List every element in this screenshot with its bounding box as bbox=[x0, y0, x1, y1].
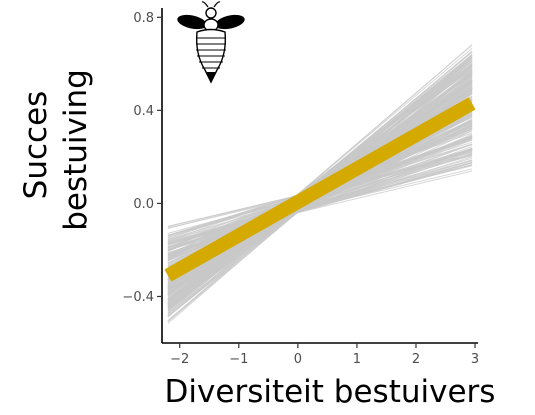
x-ticks: −2 −1 0 1 2 3 bbox=[170, 343, 479, 367]
x-tick-label: 3 bbox=[471, 352, 479, 367]
y-axis-title-line1: Succes bbox=[18, 91, 54, 200]
x-tick-label: −1 bbox=[229, 352, 248, 367]
posterior-draw-line bbox=[167, 60, 473, 300]
x-axis-title: Diversiteit bestuivers bbox=[165, 374, 496, 410]
bee-icon bbox=[177, 1, 245, 84]
y-tick-label: 0.4 bbox=[133, 104, 154, 119]
y-axis-title-line2: bestuiving bbox=[58, 69, 94, 231]
y-tick-label: 0.0 bbox=[133, 197, 154, 212]
y-ticks: −0.4 0.0 0.4 0.8 bbox=[122, 11, 162, 305]
posterior-draw-line bbox=[167, 68, 473, 294]
posterior-draw-line bbox=[167, 153, 473, 256]
x-tick-label: −2 bbox=[170, 352, 189, 367]
x-tick-label: 2 bbox=[412, 352, 420, 367]
x-tick-label: 0 bbox=[294, 352, 302, 367]
x-tick-label: 1 bbox=[353, 352, 361, 367]
y-tick-label: 0.8 bbox=[133, 11, 154, 26]
posterior-draw-line bbox=[167, 145, 473, 259]
fit-line-group bbox=[164, 97, 476, 282]
y-tick-label: −0.4 bbox=[122, 290, 154, 305]
mean-fit-line bbox=[164, 97, 476, 282]
